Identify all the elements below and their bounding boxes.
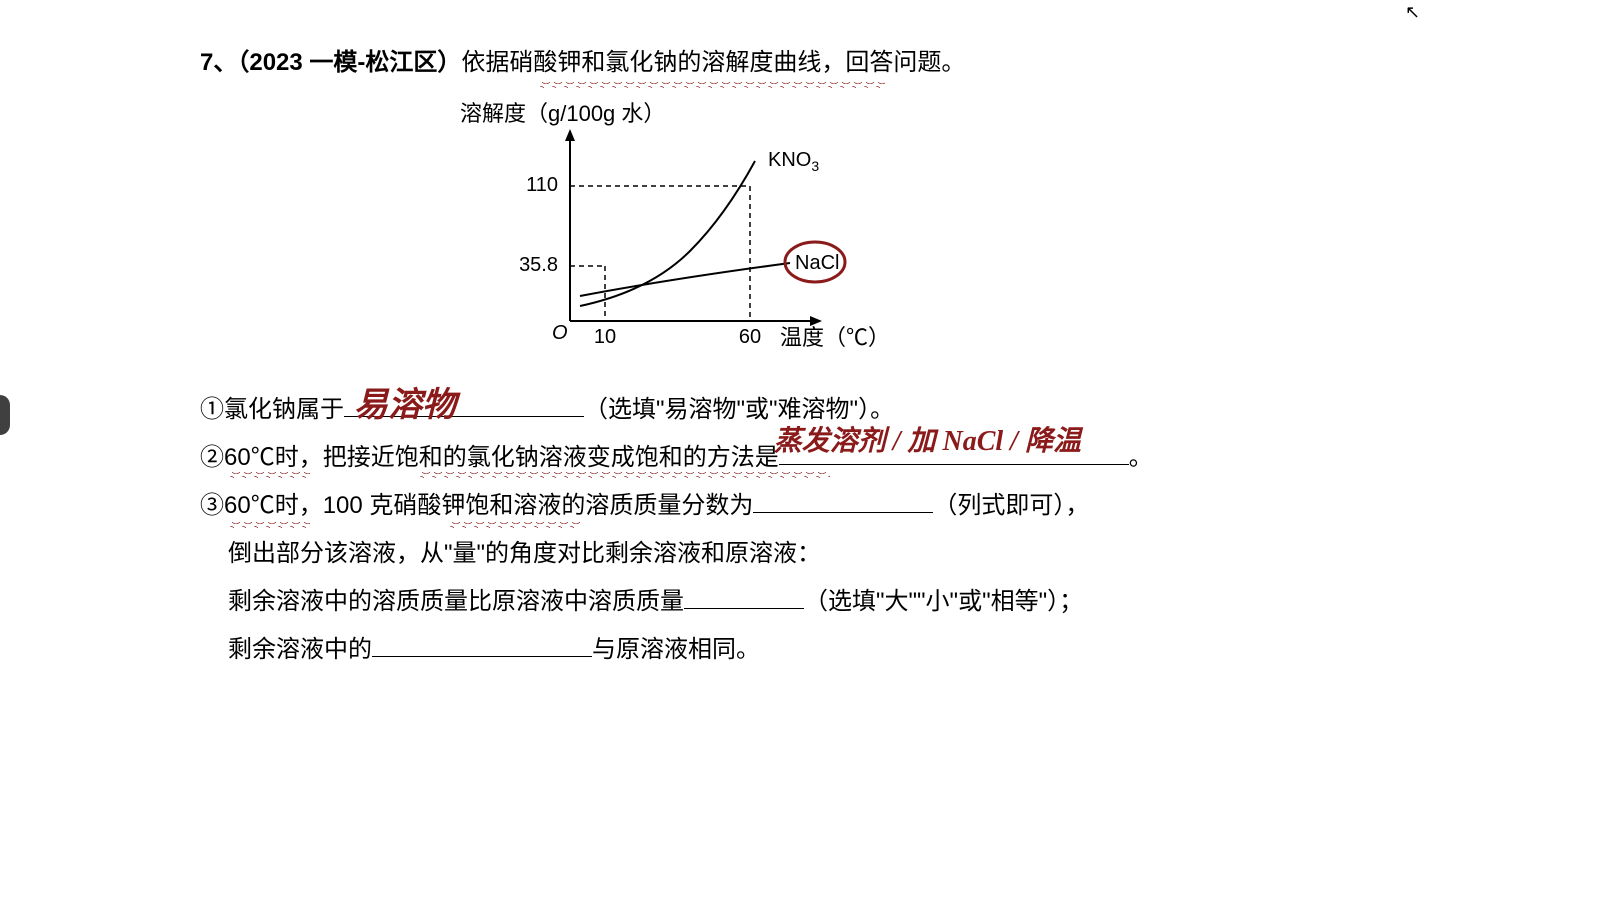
ytick-35: 35.8 [519,254,558,276]
q3-l1-c: ，100 克硝酸钾 [299,492,466,519]
wavy-q3-60c [230,522,310,528]
question-3-line3: 剩余溶液中的溶质质量比原溶液中溶质质量 （选填"大""小"或"相等"）； [228,578,1400,626]
q3-l3-suffix: （选填"大""小"或"相等"）； [804,588,1083,615]
q1-prefix: ①氯化钠属于 [200,396,344,423]
question-3-line2: 倒出部分该溶液，从"量"的角度对比剩余溶液和原溶液： [228,530,1400,578]
q3-l1-suffix: （列式即可）， [933,492,1089,519]
q3-blank1[interactable] [753,484,933,513]
y-axis-arrow [565,129,575,141]
question-3-line4: 剩余溶液中的 与原溶液相同。 [228,626,1400,674]
q3-l1-e: 的溶质质量分数为 [561,492,753,519]
q1-answer: 易溶物 [354,372,456,440]
question-number: 7、 [200,49,237,76]
nacl-curve [580,263,790,296]
q1-blank[interactable]: 易溶物 [344,388,584,417]
nacl-label: NaCl [795,252,839,274]
chart-ylabel: 溶解度（g/100g 水） [460,101,665,126]
kno3-label: KNO3 [768,149,819,174]
kno3-curve [580,161,755,306]
q3-blank3[interactable] [372,628,592,657]
q2-prefix-a: ② [200,444,224,471]
left-edge-handle [0,395,10,435]
q3-blank2[interactable] [684,580,804,609]
q2-prefix-c: ，把接近 [299,444,395,471]
ytick-110: 110 [526,174,558,196]
q3-l3-a: 剩余溶液中的溶质质量比原溶液中溶质质量 [228,588,684,615]
q3-l1-a: ③ [200,492,224,519]
origin-label: O [552,322,568,344]
wavy-q3-sat [450,522,580,528]
xtick-60: 60 [739,326,761,348]
chart-svg: 溶解度（g/100g 水） 110 35.8 10 60 [460,101,890,351]
q3-l2: 倒出部分该溶液，从"量"的角度对比剩余溶液和原溶液： [228,540,821,567]
q3-l4-suffix: 与原溶液相同。 [592,636,760,663]
q3-l4-a: 剩余溶液中的 [228,636,372,663]
q2-suffix: 。 [1129,444,1153,471]
title-text-b: 硝酸钾和氯化钠的溶解度曲线， [509,49,845,76]
wavy-q2-60c [230,472,310,478]
q2-prefix-b: 60℃时 [224,444,299,471]
solubility-chart: 溶解度（g/100g 水） 110 35.8 10 60 [460,101,1400,356]
q3-l1-b: 60℃时 [224,492,299,519]
q3-l1-d: 饱和溶液 [465,492,561,519]
q2-blank[interactable]: 蒸发溶剂 / 加 NaCl / 降温 [779,436,1129,465]
title-text-c: 回答问题。 [845,49,965,76]
q2-prefix-d: 饱和的氯化钠溶液变成饱和的方法是 [395,444,779,471]
xtick-10: 10 [594,326,616,348]
question-source: （2023 一模-松江区） [237,49,461,76]
wavy-q2-phrase [420,472,830,478]
chart-xlabel: 温度（℃） [780,325,890,350]
title-text-a: 依据 [461,49,509,76]
q2-answer: 蒸发溶剂 / 加 NaCl / 降温 [774,414,1081,470]
question-title: 7、（2023 一模-松江区）依据硝酸钾和氯化钠的溶解度曲线，回答问题。 [200,45,1400,81]
worksheet-page: 7、（2023 一模-松江区）依据硝酸钾和氯化钠的溶解度曲线，回答问题。 溶解度… [200,45,1400,674]
mouse-cursor: ↖ [1405,2,1420,23]
wavy-title [540,82,885,88]
question-3-line1: ③60℃时，100 克硝酸钾饱和溶液的溶质质量分数为 （列式即可）， [200,482,1400,530]
